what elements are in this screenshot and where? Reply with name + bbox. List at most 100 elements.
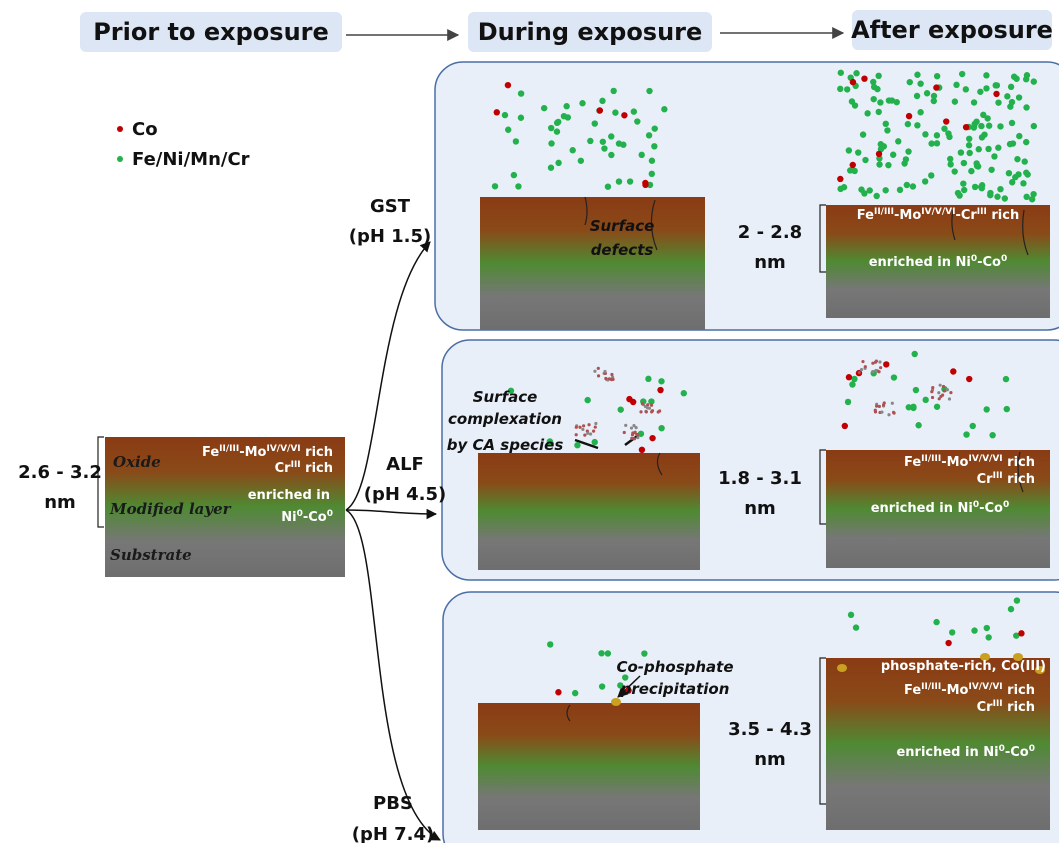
- label: After exposure: [851, 16, 1053, 44]
- particle: [583, 433, 587, 437]
- label: Co: [132, 119, 158, 140]
- particle: [849, 78, 857, 86]
- particle: [890, 401, 894, 405]
- particle: [901, 160, 908, 167]
- particle: [626, 178, 634, 185]
- particle: [540, 104, 548, 112]
- particle: [596, 366, 600, 370]
- particle: [631, 431, 635, 435]
- particle: [548, 124, 555, 132]
- particle: [859, 368, 864, 372]
- film-block: [105, 437, 345, 577]
- particle: [877, 99, 884, 106]
- particle: [866, 187, 873, 194]
- superscript: 0: [973, 500, 979, 510]
- particle: [610, 87, 617, 95]
- particle: [978, 122, 985, 130]
- particle: [928, 172, 935, 179]
- particle: [611, 377, 615, 381]
- particle: [930, 395, 935, 400]
- particle: [517, 90, 525, 97]
- superscript: III: [993, 471, 1003, 481]
- text: Fe: [904, 455, 921, 470]
- particle: [1009, 179, 1016, 186]
- particle: [874, 368, 878, 373]
- label: ALF: [386, 454, 424, 475]
- particle: [634, 118, 641, 125]
- label: Fe/Ni/Mn/Cr: [132, 149, 250, 170]
- text: Fe: [857, 208, 874, 223]
- arrow: [345, 241, 431, 511]
- text: Ni: [281, 510, 296, 525]
- note: phosphate-rich, Co(III): [881, 659, 1046, 674]
- particle: [847, 611, 855, 619]
- particle: [648, 170, 656, 178]
- superscript: II/III: [921, 682, 941, 692]
- particle: [956, 192, 963, 199]
- particle: [951, 98, 959, 105]
- particle: [634, 425, 638, 430]
- particle: [547, 641, 554, 648]
- particle: [640, 402, 645, 406]
- text: rich: [1003, 455, 1035, 470]
- particle: [923, 90, 931, 97]
- label: nm: [754, 252, 786, 273]
- superscript: II/III: [874, 207, 894, 217]
- particle: [624, 423, 628, 427]
- precipitate: [1013, 653, 1023, 661]
- film-block: [478, 703, 700, 830]
- label: PBS: [373, 793, 413, 814]
- particle: [1022, 76, 1030, 83]
- label: 1.8 - 3.1: [718, 468, 802, 489]
- label: Surface: [590, 217, 655, 235]
- particle: [591, 120, 598, 127]
- particle: [579, 100, 586, 107]
- text: enriched in Ni: [869, 255, 971, 270]
- particle: [615, 178, 623, 185]
- particle: [909, 183, 917, 190]
- superscript: IV/V/VI: [968, 454, 1002, 464]
- particle: [942, 389, 946, 393]
- particle: [873, 360, 878, 364]
- text: -Mo: [239, 445, 266, 460]
- particle: [971, 183, 979, 191]
- film-block: [826, 450, 1050, 568]
- particle: [887, 413, 891, 417]
- particle: [905, 404, 912, 411]
- particle: [845, 374, 853, 381]
- text: Cr: [977, 472, 994, 487]
- particle: [651, 143, 658, 150]
- particle: [941, 125, 948, 132]
- particle: [870, 83, 878, 91]
- particle: [873, 192, 880, 200]
- precipitate: [980, 653, 990, 661]
- particle: [895, 138, 902, 145]
- particle: [966, 149, 973, 157]
- particle: [903, 181, 911, 189]
- text: -Cr: [955, 208, 977, 223]
- particle: [555, 159, 562, 167]
- particle: [983, 85, 990, 92]
- particle: [837, 175, 844, 183]
- particle: [1007, 103, 1014, 110]
- particle: [604, 183, 612, 190]
- particle: [945, 130, 952, 137]
- text: rich: [1003, 683, 1035, 698]
- particle: [893, 98, 900, 106]
- particle: [1030, 78, 1037, 85]
- particle: [837, 69, 845, 76]
- particle: [962, 86, 970, 93]
- particle: [837, 85, 844, 93]
- particle: [621, 112, 628, 119]
- particle: [966, 135, 973, 142]
- particle: [1023, 104, 1030, 111]
- particle: [938, 383, 942, 387]
- text: rich: [301, 445, 333, 460]
- particle: [844, 86, 851, 93]
- arrow: [345, 508, 438, 520]
- particle: [951, 168, 958, 175]
- particle: [630, 436, 634, 440]
- superscript: 0: [297, 509, 303, 519]
- note: CrIII rich: [275, 460, 333, 476]
- superscript: III: [993, 699, 1003, 709]
